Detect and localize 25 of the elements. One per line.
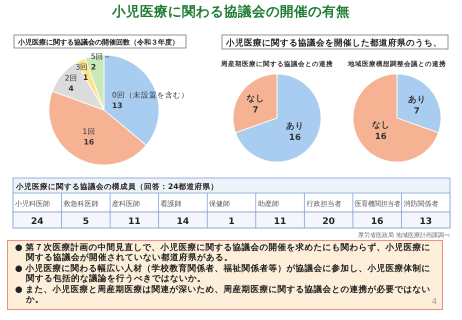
slice-label: なし xyxy=(246,94,264,104)
pie-slice xyxy=(235,74,322,162)
data-label: 16 xyxy=(370,217,384,227)
data-label: 13 xyxy=(419,217,432,227)
text: ● 第７次医療計画の中間見直しで、小児医療に関する協議会の開催を求めたにも関わらず、小児医療に関する協議会が開催されていない都道府県がある。 xyxy=(14,243,432,264)
text: 4 xyxy=(432,296,437,307)
data-label: 14 xyxy=(176,217,190,227)
data-label: 11 xyxy=(128,217,141,227)
data-label: 24 xyxy=(31,217,44,227)
text: 小児医療に関わる協議会の開催の有無 xyxy=(111,3,350,20)
text: ● 小児医療に関わる幅広い人材（学校教育関係者、福祉関係者等）が協議会に参加し、小児医療体制に関する包括的な議論を行うべきではないか。 xyxy=(14,264,432,284)
slice-label: あり xyxy=(408,95,426,106)
chart-title: 小児医療に関する協議会を開催した都道府県のうち、 xyxy=(225,38,442,48)
data-label: 11 xyxy=(274,217,286,227)
data-label: 7 xyxy=(414,106,420,117)
data-label: 16 xyxy=(289,133,301,144)
text: ● また、小児医療と周産期医療は関連が深いため、周産期医療に関する協議会との連携が必要ではないか。 xyxy=(15,284,430,306)
data-label: 7 xyxy=(252,105,258,116)
pie-slice xyxy=(352,74,439,162)
data-label: 5 xyxy=(82,217,89,227)
slice-label: あり xyxy=(286,122,304,132)
slice-label: なし xyxy=(372,120,390,130)
data-label: 1 xyxy=(228,217,235,227)
data-label: 16 xyxy=(374,132,387,142)
data-label: 20 xyxy=(322,217,335,227)
